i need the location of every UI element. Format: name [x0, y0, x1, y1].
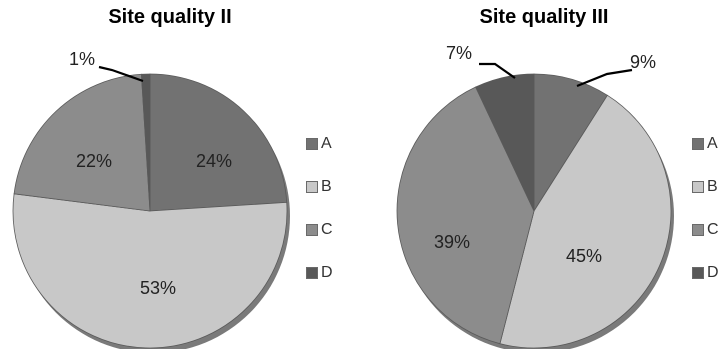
pie-slice-b: [499, 94, 672, 349]
data-label-a: 24%: [196, 151, 232, 171]
data-label-a: 9%: [630, 52, 656, 72]
legend-item-c: C: [306, 220, 333, 240]
leader-line-a: [576, 68, 633, 88]
legend-label: B: [707, 178, 718, 195]
data-label-c: 39%: [434, 232, 470, 252]
chart-panel-site-quality-iii: Site quality III 9% 45% 39% 7% A B C D: [362, 0, 721, 349]
legend-item-b: B: [692, 177, 719, 197]
data-label-d: 1%: [69, 49, 95, 69]
legend-item-d: D: [306, 263, 333, 283]
pie-slice-c: [13, 73, 151, 212]
data-label-c: 22%: [76, 151, 112, 171]
legend-label: A: [707, 135, 718, 152]
legend-item-b: B: [306, 177, 333, 197]
leader-line-d: [98, 65, 144, 83]
chart-title: Site quality II: [108, 6, 232, 28]
legend-swatch: [306, 224, 318, 236]
legend-swatch: [306, 181, 318, 193]
chart-panel-site-quality-ii: Site quality II 24% 53% 22% 1% A B C D: [12, 6, 333, 349]
chart-title: Site quality III: [479, 6, 609, 28]
legend-swatch: [692, 267, 704, 279]
legend-swatch: [692, 181, 704, 193]
pie-chart-site-quality-iii: 9% 45% 39% 7%: [396, 43, 674, 349]
data-label-b: 53%: [140, 278, 176, 298]
pie-slice-a: [149, 73, 288, 212]
legend-label: D: [707, 264, 719, 281]
data-label-b: 45%: [566, 246, 602, 266]
legend: A B C D: [692, 134, 719, 306]
legend-item-a: A: [306, 134, 333, 154]
legend-swatch: [692, 138, 704, 150]
legend-item-c: C: [692, 220, 719, 240]
pie-slice-c: [396, 86, 535, 345]
legend-label: C: [707, 221, 719, 238]
legend-label: A: [321, 135, 332, 152]
legend-swatch: [692, 224, 704, 236]
legend-label: D: [321, 264, 333, 281]
legend-item-a: A: [692, 134, 719, 154]
pie-slice-b: [12, 193, 288, 349]
pie-slice-d: [140, 73, 151, 212]
legend-swatch: [306, 138, 318, 150]
pie-chart-site-quality-ii: 24% 53% 22% 1%: [12, 49, 290, 349]
pie-slice-d: [475, 73, 535, 212]
legend-label: B: [321, 178, 332, 195]
legend: A B C D: [306, 134, 333, 306]
legend-label: C: [321, 221, 333, 238]
legend-item-d: D: [692, 263, 719, 283]
leader-line-d: [479, 62, 516, 79]
legend-swatch: [306, 267, 318, 279]
data-label-d: 7%: [446, 43, 472, 63]
